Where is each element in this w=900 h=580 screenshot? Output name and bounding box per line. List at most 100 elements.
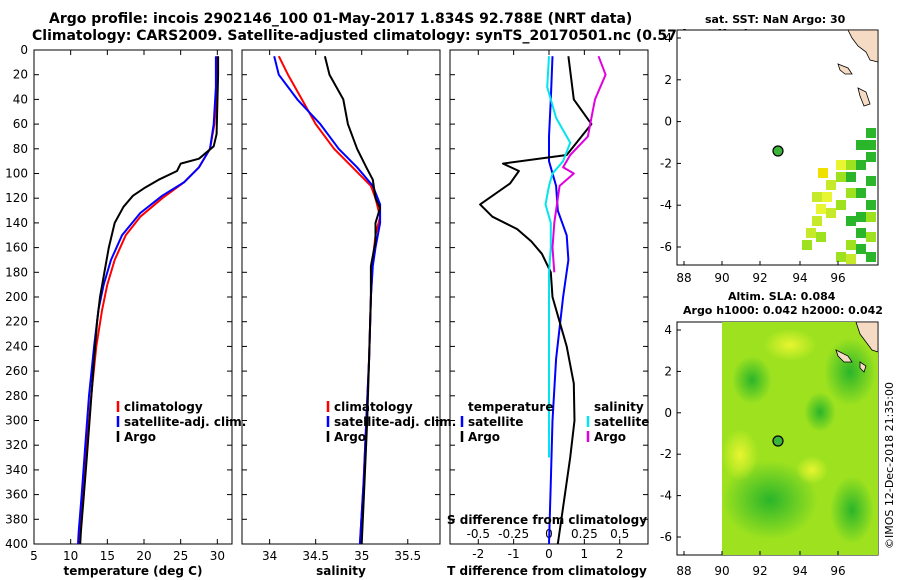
sst-cell (816, 232, 826, 242)
sla-anomaly-blob (764, 329, 816, 361)
depth-tick-label: 80 (13, 142, 28, 156)
t-diff-axis-label: T difference from climatology (447, 564, 647, 578)
depth-tick-label: 360 (5, 488, 28, 502)
t-diff-tick-label: 1 (581, 547, 589, 561)
lon-tick-label: 96 (830, 271, 845, 285)
depth-tick-label: 400 (5, 537, 28, 551)
series-line-t-argo (479, 56, 593, 545)
sst-cell (866, 176, 876, 186)
depth-tick-label: 20 (13, 68, 28, 82)
legend-label-s-argo: Argo (594, 430, 626, 444)
sst-cell (866, 212, 876, 222)
sst-cell (846, 216, 856, 226)
sst-cell (866, 252, 876, 262)
depth-tick-label: 140 (5, 216, 28, 230)
sumatra-coast-shape (847, 29, 879, 63)
lat-tick-label: 2 (664, 364, 672, 378)
sst-cell (846, 240, 856, 250)
legend-label-satellite: satellite-adj. clim. (334, 415, 456, 429)
argo-float-marker (772, 435, 784, 447)
sst-map-title: sat. SST: NaN Argo: 30 (705, 13, 846, 26)
lon-tick-label: 88 (676, 564, 691, 578)
legend-heading-salinity: salinity (594, 400, 644, 414)
depth-tick-label: 340 (5, 463, 28, 477)
legend-label-argo: Argo (124, 430, 156, 444)
legend-label-climatology: climatology (334, 400, 413, 414)
sla-anomaly-blob (804, 392, 836, 432)
sst-cell (866, 152, 876, 162)
axis-ticks-layer: 0204060801001201401601802002202402602803… (5, 43, 648, 563)
sst-map-ticks: 88 90 92 94 96 4 2 0 -2 -4 -6 (660, 31, 846, 285)
lat-tick-label: -2 (660, 447, 672, 461)
lon-tick-label: 94 (792, 564, 807, 578)
series-line-t-satellite (548, 56, 570, 545)
sst-cell (866, 200, 876, 210)
sst-cell (856, 212, 866, 222)
sst-cell (856, 140, 866, 150)
series-line-s-argo (551, 55, 607, 273)
sst-cell (856, 188, 866, 198)
sst-cell (836, 252, 846, 262)
depth-tick-label: 180 (5, 265, 28, 279)
sst-cell (856, 160, 866, 170)
lon-tick-label: 92 (752, 564, 767, 578)
x-tick-label: 20 (136, 549, 151, 563)
lat-tick-label: -4 (660, 198, 672, 212)
sla-anomaly-blob (824, 338, 876, 406)
sla-anomaly-blob (796, 456, 828, 484)
sumatra-coast-shape (855, 321, 879, 353)
sst-cell (812, 216, 822, 226)
series-line-s-satellite (544, 56, 572, 458)
sst-cell (802, 240, 812, 250)
lat-tick-label: -4 (660, 489, 672, 503)
island-shape (837, 63, 853, 75)
sst-cell (816, 204, 826, 214)
sst-cell (846, 172, 856, 182)
x-tick-label: 34 (262, 549, 277, 563)
lat-tick-label: -6 (660, 240, 672, 254)
temperature-legend: climatology satellite-adj. clim. Argo (116, 400, 246, 444)
legend-label-argo: Argo (334, 430, 366, 444)
s-diff-tick-label: -0.25 (498, 527, 529, 541)
sst-cell (836, 200, 846, 210)
island-shape (859, 361, 867, 373)
sla-anomaly-blob (722, 460, 818, 540)
depth-tick-label: 220 (5, 315, 28, 329)
depth-tick-label: 160 (5, 241, 28, 255)
sst-cell (822, 192, 832, 202)
lat-tick-label: 0 (664, 115, 672, 129)
x-tick-label: 30 (210, 549, 225, 563)
legend-label-t-satellite: satellite (468, 415, 523, 429)
argo-float-marker (772, 145, 784, 157)
lat-tick-label: -6 (660, 530, 672, 544)
x-tick-label: 35.5 (394, 549, 421, 563)
sla-anomaly-blob (830, 476, 874, 544)
sst-data-cells (802, 128, 876, 264)
x-tick-label: 15 (100, 549, 115, 563)
sst-cell (866, 232, 876, 242)
sst-cell (826, 208, 836, 218)
sst-cell (836, 172, 846, 182)
t-diff-tick-label: 2 (616, 547, 624, 561)
lat-tick-label: 4 (664, 31, 672, 45)
lon-tick-label: 94 (792, 271, 807, 285)
island-shape (835, 349, 853, 363)
depth-tick-label: 320 (5, 438, 28, 452)
sst-cell (846, 188, 856, 198)
sst-cell (806, 228, 816, 238)
legend-label-climatology: climatology (124, 400, 203, 414)
sst-cell (846, 160, 856, 170)
sst-cell (846, 254, 856, 264)
legend-heading-temperature: temperature (468, 400, 553, 414)
series-line-argo (323, 55, 382, 545)
legend-label-satellite: satellite-adj. clim. (124, 415, 246, 429)
depth-tick-label: 40 (13, 92, 28, 106)
lat-tick-label: 4 (664, 323, 672, 337)
series-line-argo (79, 56, 220, 545)
sst-cell (812, 192, 822, 202)
depth-tick-label: 380 (5, 512, 28, 526)
difference-legend-temperature: temperature satellite Argo (460, 400, 553, 444)
depth-tick-label: 120 (5, 191, 28, 205)
lat-tick-label: 2 (664, 73, 672, 87)
